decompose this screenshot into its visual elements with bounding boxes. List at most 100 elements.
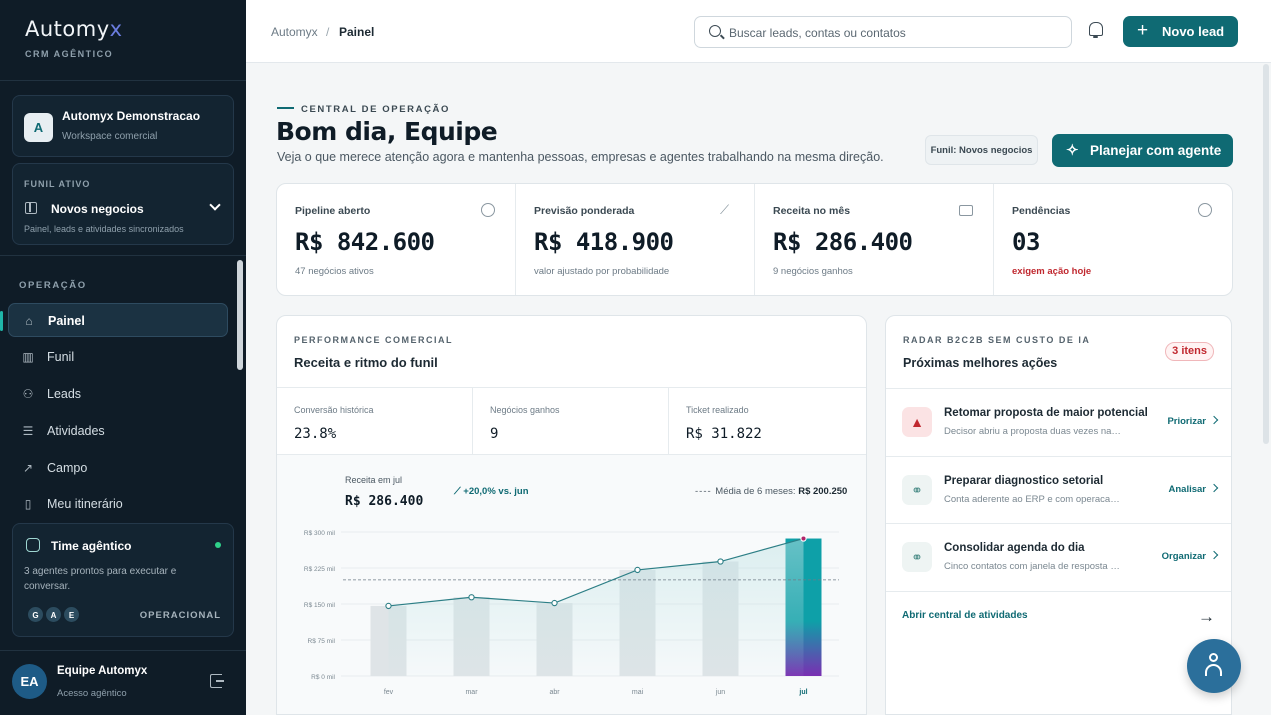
- chart-average: ---- Média de 6 meses: R$ 200.250: [695, 486, 847, 497]
- kpi-label: Pendências: [1012, 205, 1071, 217]
- search-icon: [709, 25, 721, 37]
- kpi-label: Pipeline aberto: [295, 205, 371, 217]
- actions-count-badge: 3 itens: [1165, 342, 1214, 361]
- sidebar-item-leads[interactable]: ⚇ Leads: [8, 377, 228, 411]
- person-icon: [1209, 653, 1218, 662]
- chart-area-fill: [388, 538, 804, 676]
- activities-link-row[interactable]: Abrir central de atividades →: [886, 591, 1231, 641]
- breadcrumb-current: Painel: [339, 25, 375, 39]
- users-icon: ⚇: [22, 387, 34, 401]
- cash-icon: [959, 205, 973, 216]
- trend-label: +20,0% vs. jun: [463, 486, 529, 497]
- kpi-value: R$ 286.400: [773, 228, 913, 256]
- plan-with-agent-button[interactable]: ✧ Planejar com agente: [1052, 134, 1233, 167]
- x-tick-label: jun: [715, 689, 725, 696]
- action-item[interactable]: ▲ Retomar proposta de maior potencial De…: [886, 388, 1231, 456]
- arrow-right-icon[interactable]: →: [1198, 607, 1215, 626]
- kpi-pipeline[interactable]: Pipeline aberto R$ 842.600 47 negócios a…: [277, 184, 516, 295]
- flow-icon: ⚭: [902, 542, 932, 572]
- sidebar-item-funil[interactable]: ▥ Funil: [8, 340, 228, 374]
- divider: [0, 255, 246, 256]
- action-button-organizar[interactable]: Organizar: [1162, 551, 1217, 562]
- sidebar-item-label: Campo: [47, 461, 88, 475]
- new-lead-button[interactable]: + Novo lead: [1123, 16, 1238, 47]
- series-point: [717, 558, 724, 565]
- series-point: [551, 599, 558, 607]
- workspace-avatar: A: [24, 113, 53, 142]
- y-tick-label: R$ 0 mil: [311, 674, 335, 681]
- page-title: Bom dia, Equipe: [276, 117, 498, 146]
- action-desc: Decisor abriu a proposta duas vezes nas …: [944, 426, 1124, 437]
- divider: [0, 650, 246, 651]
- sidebar-item-meu-itinerario[interactable]: ▯ Meu itinerário: [8, 487, 228, 521]
- avg-label: Média de 6 meses:: [715, 486, 796, 497]
- stat-value: 9: [490, 426, 499, 442]
- team-name: Time agêntico: [51, 539, 132, 553]
- page-scrollbar[interactable]: [1263, 64, 1269, 444]
- logout-icon[interactable]: [210, 674, 224, 688]
- kpi-sub: exigem ação hoje: [1012, 266, 1092, 277]
- search-input[interactable]: [729, 24, 1049, 41]
- user-name: Equipe Automyx: [57, 665, 148, 677]
- kpi-value: R$ 842.600: [295, 228, 435, 256]
- book-icon: ▯: [24, 497, 32, 511]
- user-avatar[interactable]: EA: [12, 664, 47, 699]
- new-lead-label: Novo lead: [1162, 24, 1225, 39]
- kpi-revenue[interactable]: Receita no mês R$ 286.400 9 negócios gan…: [755, 184, 994, 295]
- y-tick-label: R$ 225 mil: [304, 566, 336, 573]
- action-button-analisar[interactable]: Analisar: [1169, 484, 1218, 495]
- brand-tagline: CRM AGÊNTICO: [25, 49, 114, 59]
- funnel-icon: [25, 202, 37, 214]
- plus-icon: +: [1137, 20, 1149, 41]
- search-box[interactable]: [694, 16, 1072, 48]
- sidebar-item-label: Meu itinerário: [47, 497, 123, 511]
- kpi-forecast[interactable]: Previsão ponderada ⟋ R$ 418.900 valor aj…: [516, 184, 755, 295]
- breadcrumb-separator: /: [326, 25, 330, 39]
- stat-value: R$ 31.822: [686, 426, 762, 442]
- nav-section-label: OPERAÇÃO: [19, 280, 87, 291]
- active-funnel-selector[interactable]: FUNIL ATIVO Novos negocios Painel, leads…: [12, 163, 234, 245]
- active-funnel-name: Novos negocios: [51, 202, 144, 216]
- action-item[interactable]: ⚭ Preparar diagnostico setorial Conta ad…: [886, 456, 1231, 524]
- agent-team-card[interactable]: Time agêntico 3 agentes prontos para exe…: [12, 523, 234, 637]
- action-item[interactable]: ⚭ Consolidar agenda do dia Cinco contato…: [886, 523, 1231, 591]
- sidebar-item-painel[interactable]: ⌂ Painel: [8, 303, 228, 337]
- breadcrumb-root[interactable]: Automyx: [271, 25, 318, 39]
- open-activities-link[interactable]: Abrir central de atividades: [902, 610, 1028, 621]
- performance-title: Receita e ritmo do funil: [294, 355, 438, 370]
- x-tick-label: mar: [465, 689, 478, 696]
- sidebar-item-label: Leads: [47, 387, 82, 401]
- alert-icon: ▲: [902, 407, 932, 437]
- person-icon-body: [1205, 664, 1222, 676]
- x-tick-label: mai: [632, 689, 644, 696]
- x-tick-label: abr: [549, 689, 560, 696]
- chart-trend: ⟋ +20,0% vs. jun: [454, 486, 529, 497]
- clock-icon: [1198, 203, 1212, 217]
- x-tick-label: fev: [384, 689, 394, 696]
- sidebar-item-atividades[interactable]: ☰ Atividades: [8, 414, 228, 448]
- sidebar-item-campo[interactable]: ↗ Campo: [8, 451, 228, 485]
- action-title: Preparar diagnostico setorial: [944, 475, 1104, 487]
- chevron-down-icon[interactable]: [209, 199, 221, 211]
- funnel-filter-chip[interactable]: Funil: Novos negocios: [925, 135, 1038, 165]
- stat-conversion: Conversão histórica 23.8%: [277, 388, 473, 454]
- kpi-sub: valor ajustado por probabilidade: [534, 266, 670, 277]
- brand-logo[interactable]: Automyx: [25, 17, 123, 41]
- workspace-switcher[interactable]: A Automyx Demonstracao Workspace comerci…: [12, 95, 234, 157]
- plan-with-agent-label: Planejar com agente: [1090, 143, 1222, 158]
- hero-eyebrow: CENTRAL DE OPERAÇÃO: [301, 104, 450, 115]
- flow-icon: ⚭: [902, 475, 932, 505]
- sidebar-scrollbar[interactable]: [237, 260, 243, 370]
- sparkle-icon: ✧: [1066, 142, 1079, 159]
- bell-icon[interactable]: [1089, 22, 1103, 38]
- stat-ticket: Ticket realizado R$ 31.822: [669, 388, 865, 454]
- performance-card: PERFORMANCE COMERCIAL Receita e ritmo do…: [276, 315, 867, 715]
- trend-icon: ⟋: [720, 202, 730, 217]
- kpi-pending[interactable]: Pendências 03 exigem ação hoje: [994, 184, 1232, 295]
- home-icon: ⌂: [25, 314, 33, 328]
- sidebar: Automyx CRM AGÊNTICO A Automyx Demonstra…: [0, 0, 246, 715]
- agent-assistant-button[interactable]: [1187, 639, 1241, 693]
- action-button-priorizar[interactable]: Priorizar: [1167, 416, 1217, 427]
- agent-avatar: E: [63, 606, 80, 623]
- x-tick-label: jul: [798, 689, 807, 696]
